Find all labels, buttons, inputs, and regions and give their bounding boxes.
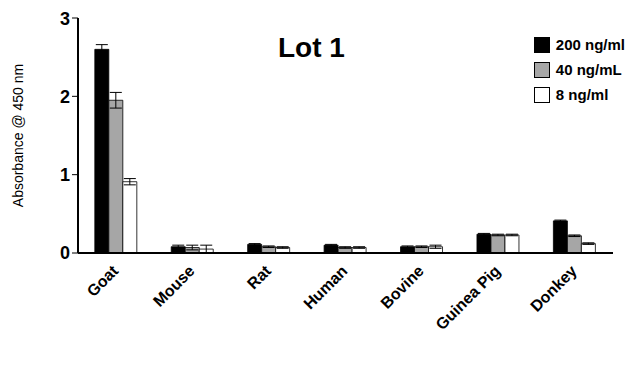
svg-text:Human: Human [300, 262, 350, 312]
html-text:8 ng/ml: 8 ng/ml [555, 86, 609, 103]
html-text:200 ng/ml: 200 ng/ml [555, 36, 625, 53]
svg-text:Donkey: Donkey [527, 262, 580, 315]
svg-text:Goat: Goat [84, 262, 122, 300]
html-text:Lot 1: Lot 1 [278, 32, 345, 63]
svg-text:1: 1 [60, 165, 70, 185]
svg-text:Absorbance @ 450 nm: Absorbance @ 450 nm [10, 64, 26, 207]
svg-text:Guinea Pig: Guinea Pig [432, 262, 503, 333]
svg-text:2: 2 [60, 87, 70, 107]
svg-text:Mouse: Mouse [150, 262, 198, 310]
svg-text:0: 0 [60, 243, 70, 263]
svg-text:3: 3 [60, 9, 70, 29]
svg-text:Rat: Rat [244, 262, 275, 293]
html-text:40 ng/mL: 40 ng/mL [555, 61, 622, 78]
svg-text:Bovine: Bovine [377, 262, 427, 312]
